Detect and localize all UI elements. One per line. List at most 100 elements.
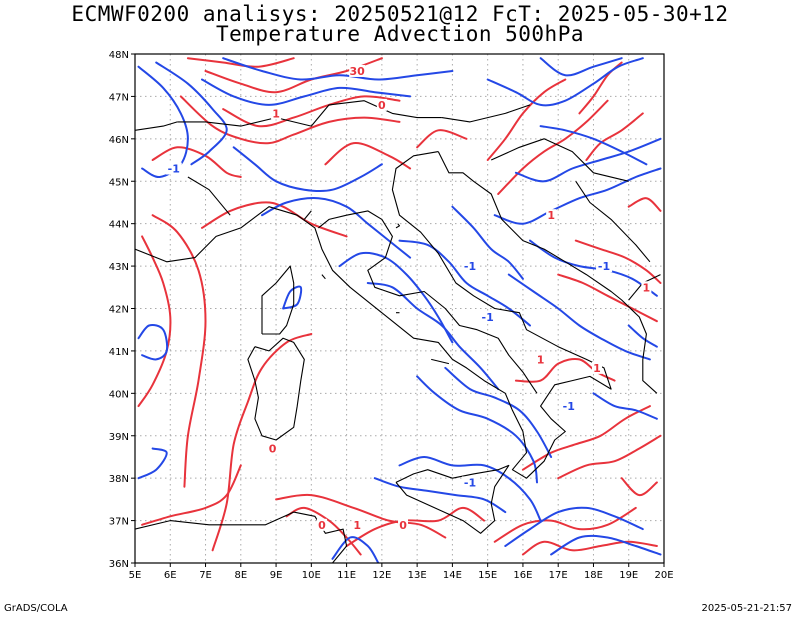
contour-label-bg: [546, 209, 557, 222]
contour-field: [137, 57, 662, 563]
coastline-segment: [575, 180, 651, 263]
cold-advection-contour: [444, 366, 553, 458]
warm-advection-contour: [275, 493, 447, 539]
contour-label-bg: [349, 64, 366, 77]
lon-tick-label: 15E: [478, 570, 497, 581]
coastline-segment: [177, 100, 442, 127]
warm-advection-contour: [222, 95, 401, 128]
lon-tick-label: 12E: [372, 570, 391, 581]
warm-advection-contour: [151, 214, 207, 488]
lon-tick-label: 14E: [443, 570, 462, 581]
coastline-segment: [318, 210, 538, 394]
cold-advection-contour: [232, 146, 383, 193]
map-title-line2: Temperature Advection 500hPa: [215, 22, 584, 46]
contour-label-bg: [352, 518, 363, 531]
warm-advection-contour: [574, 239, 662, 284]
lon-tick-label: 17E: [549, 570, 568, 581]
contour-label: 1: [547, 209, 555, 222]
cold-advection-contour: [137, 447, 168, 480]
cold-advection-contour: [539, 57, 623, 77]
warm-advection-contour: [141, 464, 242, 526]
warm-advection-contour: [627, 197, 662, 212]
contour-label: 0: [269, 442, 277, 455]
contour-labels: 1 -1 0 -1 1 -1 1 -1 1 0 1 -1 0 1 -1 30 0: [165, 64, 652, 532]
contour-label-bg: [398, 518, 409, 531]
contour-label: -1: [168, 163, 180, 176]
warm-advection-contour: [497, 99, 609, 195]
coastline-segment: [247, 337, 305, 441]
lat-tick-label: 44N: [109, 220, 129, 231]
coastline-segment: [431, 358, 450, 365]
warm-advection-contour: [345, 506, 486, 547]
lon-tick-label: 16E: [513, 570, 532, 581]
lat-tick-label: 48N: [109, 50, 129, 61]
cold-advection-contour: [222, 57, 454, 81]
contour-label-bg: [591, 361, 602, 374]
coastline-segment: [321, 274, 326, 280]
contour-label: 1: [353, 519, 361, 532]
cold-advection-contour: [504, 506, 644, 547]
lon-tick-label: 10E: [302, 570, 321, 581]
lon-tick-label: 6E: [164, 570, 177, 581]
lon-tick-label: 20E: [654, 570, 673, 581]
coastline-segment: [303, 210, 312, 220]
contour-label-bg: [316, 518, 327, 531]
contour-label-bg: [641, 281, 652, 294]
warm-advection-contour: [416, 129, 468, 149]
warm-advection-contour: [493, 506, 637, 543]
cold-advection-contour: [331, 536, 380, 563]
contour-label: -1: [563, 400, 575, 413]
lat-tick-label: 43N: [109, 262, 129, 273]
lon-tick-label: 5E: [129, 570, 142, 581]
lat-tick-label: 46N: [109, 135, 129, 146]
contour-label-bg: [165, 162, 182, 175]
cold-advection-contour: [529, 239, 658, 297]
contour-label: 1: [272, 107, 280, 120]
lon-tick-label: 13E: [408, 570, 427, 581]
lat-tick-label: 45N: [109, 177, 129, 188]
contour-label-bg: [376, 98, 387, 111]
cold-advection-contour: [486, 57, 644, 107]
contour-label: 0: [378, 99, 386, 112]
cold-advection-contour: [338, 251, 454, 344]
map-title-line1: ECMWF0200 analisys: 20250521@12 FcT: 202…: [71, 2, 729, 26]
contour-label: -1: [482, 311, 494, 324]
lat-tick-label: 38N: [109, 474, 129, 485]
coastline-segment: [135, 151, 612, 479]
lat-tick-label: 41N: [109, 347, 129, 358]
cold-advection-contour: [398, 456, 542, 522]
contour-label: 1: [643, 281, 651, 294]
warm-advection-contour: [137, 235, 172, 408]
contour-label-bg: [271, 107, 282, 120]
lat-tick-label: 37N: [109, 517, 129, 528]
warm-advection-contour: [557, 434, 662, 480]
coastline-segment: [441, 104, 531, 123]
lon-tick-label: 8E: [234, 570, 247, 581]
cold-advection-contour: [550, 534, 662, 556]
cold-advection-contour: [137, 65, 189, 179]
coastline-segment: [463, 562, 465, 563]
warm-advection-contour: [486, 78, 567, 161]
lon-tick-label: 19E: [619, 570, 638, 581]
footer-software-label: GrADS/COLA: [4, 603, 68, 614]
lat-tick-label: 40N: [109, 389, 129, 400]
cold-advection-contour: [416, 375, 538, 484]
cold-advection-contour: [451, 205, 524, 280]
contour-label: 1: [593, 362, 601, 375]
lon-tick-label: 11E: [337, 570, 356, 581]
contour-label-bg: [462, 476, 479, 489]
lon-tick-label: 7E: [199, 570, 212, 581]
contour-label-bg: [535, 353, 546, 366]
coastline-segment: [187, 176, 231, 216]
cold-advection-contour: [155, 61, 228, 166]
cold-advection-contour: [366, 282, 500, 391]
lat-tick-label: 39N: [109, 432, 129, 443]
cold-advection-contour: [627, 324, 658, 348]
cold-advection-contour: [201, 78, 412, 106]
lat-tick-label: 47N: [109, 92, 129, 103]
contour-label: 30: [350, 65, 366, 78]
axis-ticks: 5E 6E 7E 8E 9E 10E 11E 12E 13E 14E 15E 16E 17E 18E 19E…: [109, 50, 674, 581]
lon-tick-label: 9E: [270, 570, 283, 581]
contour-label-bg: [267, 442, 278, 455]
